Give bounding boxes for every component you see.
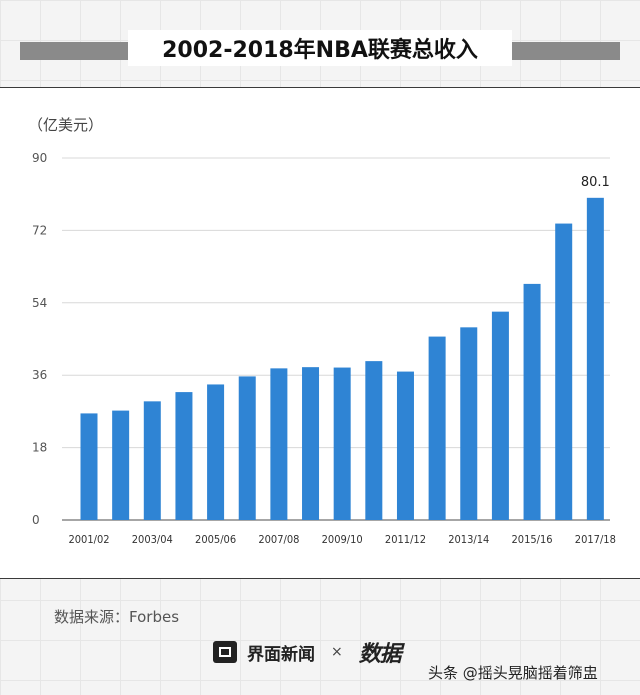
bar-2002-03 [112,410,130,520]
y-tick-label: 90 [32,151,47,165]
bar-2006-07 [238,376,256,520]
y-axis-unit: （亿美元） [28,116,104,134]
bar-2008-09 [302,367,320,520]
shuju-logo: 数据 [358,642,402,667]
jiemian-brand: 界面新闻 [247,644,315,665]
bar-2011-12 [396,371,414,520]
bar-2005-06 [207,384,225,520]
x-tick-label: 2003/04 [132,533,173,546]
bar-2007-08 [270,368,288,520]
bar-2003-04 [143,401,161,520]
bar-2015-16 [523,283,541,520]
bar-2017-18 [586,197,604,520]
bar-2009-10 [333,367,351,520]
y-tick-label: 0 [32,513,40,527]
x-tick-label: 2001/02 [68,533,109,546]
x-tick-label: 2005/06 [195,533,236,546]
bar-2013-14 [460,327,478,520]
jiemian-logo-icon [213,641,237,663]
bar-2004-05 [175,392,193,520]
data-source: 数据来源：Forbes [54,608,180,626]
y-tick-label: 72 [32,223,47,237]
bar-2010-11 [365,361,383,520]
x-tick-label: 2017/18 [575,533,616,546]
bar-2016-17 [555,223,573,520]
y-tick-label: 54 [32,296,47,310]
watermark: 头条 @摇头晃脑摇着筛盅 [428,664,598,682]
data-label: 80.1 [581,175,610,190]
x-tick-label: 2013/14 [448,533,489,546]
x-tick-label: 2007/08 [258,533,299,546]
x-tick-label: 2011/12 [385,533,426,546]
bar-2001-02 [80,413,98,520]
y-tick-label: 18 [32,441,47,455]
y-tick-label: 36 [32,368,47,382]
x-tick-label: 2009/10 [322,533,363,546]
chart-title: 2002-2018年NBA联赛总收入 [128,30,512,66]
separator: × [331,644,343,660]
bar-2014-15 [491,311,509,520]
footer-logos: 界面新闻 × 数据 [213,636,402,668]
bar-2012-13 [428,336,446,520]
x-tick-label: 2015/16 [512,533,553,546]
